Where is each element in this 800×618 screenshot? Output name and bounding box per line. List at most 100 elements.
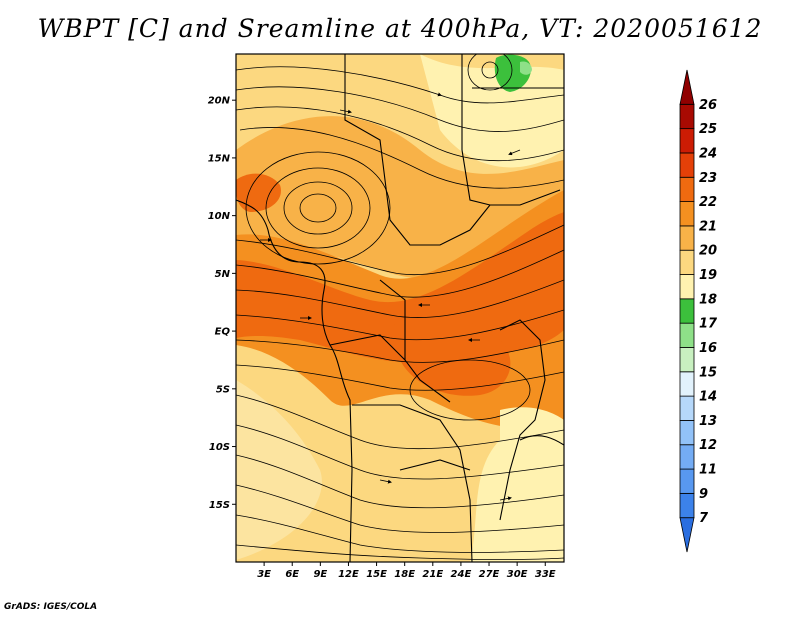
map-title: WBPT [C] and Sreamline at 400hPa, VT: 20… (37, 14, 763, 43)
field-23-24-east (394, 307, 511, 396)
colorbar-label: 20 (699, 244, 717, 259)
colorbar-swatch (679, 298, 695, 324)
lat-tick-label: 20N (208, 96, 231, 107)
colorbar-swatch (679, 444, 695, 470)
streamline (236, 544, 564, 560)
field-16-17-cell (520, 61, 532, 75)
streamline (236, 339, 564, 363)
lat-tick-label: 15N (208, 153, 231, 164)
colorbar-label: 22 (699, 195, 717, 210)
colorbar-swatch (679, 249, 695, 275)
streamline (236, 86, 564, 132)
colorbar-swatch-min (679, 517, 695, 553)
lon-tick-label: 24E (451, 569, 472, 580)
colorbar-label: 7 (699, 511, 709, 526)
streamline-arrow (508, 149, 521, 156)
streamline (236, 514, 564, 553)
streamline (236, 106, 564, 162)
colorbar-swatch (679, 371, 695, 397)
streamline (236, 279, 564, 318)
lon-tick-label: 18E (394, 569, 415, 580)
colorbar-swatch (679, 103, 695, 130)
streamline (236, 364, 564, 391)
colorbar-swatch (679, 176, 695, 202)
colorbar-label: 16 (699, 341, 717, 356)
lat-tick-label: EQ (215, 327, 231, 338)
field-23-24-west (236, 173, 281, 212)
field-19-20-northeast (420, 54, 564, 168)
wbpt-field (236, 54, 564, 562)
colorbar-label: 25 (699, 122, 717, 137)
lon-tick-label: 6E (285, 569, 299, 580)
border (352, 404, 473, 562)
west-coast (236, 199, 353, 562)
streamline (236, 424, 564, 480)
field-21-22-north (236, 116, 564, 281)
colorbar-label: 12 (699, 438, 717, 453)
border (519, 435, 564, 446)
colorbar-swatch (679, 492, 695, 519)
streamline-vortex (467, 54, 513, 91)
colorbar-label: 17 (699, 317, 718, 332)
lon-tick-label: 12E (338, 569, 359, 580)
colorbar-swatch (679, 395, 695, 421)
streamline-arrow (499, 496, 512, 501)
longitude-axis: 3E 6E 9E 12E 15E 18E 21E 24E 27E 30E 33E (257, 562, 556, 580)
colorbar-swatch (679, 225, 695, 251)
streamline (236, 484, 564, 533)
colorbar-swatch (679, 152, 695, 178)
border (499, 319, 546, 521)
colorbar-label: 9 (699, 487, 708, 502)
lat-tick-label: 5S (216, 384, 230, 395)
streamline (236, 224, 564, 276)
colorbar-swatch (679, 347, 695, 373)
streamline (236, 66, 564, 104)
colorbar-swatch (679, 322, 695, 348)
colorbar-label: 21 (699, 219, 717, 234)
lon-tick-label: 27E (479, 569, 500, 580)
border (344, 54, 491, 246)
latitude-axis: 20N 15N 10N 5N EQ 5S 10S 15S (208, 96, 236, 511)
field-19-20-southwest (236, 380, 322, 560)
lon-tick-label: 3E (257, 569, 271, 580)
colorbar-label: 23 (699, 171, 717, 186)
colorbar-label: 26 (699, 98, 717, 113)
streamline (236, 454, 564, 509)
lon-tick-label: 9E (313, 569, 327, 580)
lon-tick-label: 15E (366, 569, 387, 580)
streamlines (236, 54, 564, 560)
colorbar-label: 14 (699, 390, 717, 405)
streamline (236, 394, 564, 450)
streamline-vortex (299, 193, 337, 223)
streamline-vortex (409, 359, 531, 421)
colorbar-label: 13 (699, 414, 717, 429)
colorbar-label: 11 (699, 463, 717, 478)
lon-tick-label: 33E (535, 569, 556, 580)
colorbar-label: 18 (699, 292, 717, 307)
streamline-vortex (245, 151, 391, 265)
political-borders (236, 54, 564, 562)
border (329, 334, 406, 361)
lat-tick-label: 10N (208, 211, 231, 222)
streamline-vortex (265, 167, 371, 249)
colorbar-label: 19 (699, 268, 717, 283)
colorbar-label: 24 (699, 146, 717, 161)
grads-credit: GrADS: IGES/COLA (4, 602, 98, 612)
border (399, 459, 471, 471)
lat-tick-label: 15S (209, 500, 230, 511)
colorbar-swatch (679, 128, 695, 154)
lon-tick-label: 21E (422, 569, 443, 580)
lon-tick-label: 30E (507, 569, 528, 580)
field-19-20-southeast (470, 407, 564, 562)
streamline (239, 127, 564, 189)
streamline (236, 249, 564, 298)
lat-tick-label: 5N (215, 269, 231, 280)
colorbar: 7 9 11 12 13 14 15 16 17 18 19 20 21 22 23 24 25 26 (679, 69, 718, 553)
border (461, 54, 561, 206)
colorbar-swatch (679, 201, 695, 227)
streamline-arrow (379, 479, 392, 484)
colorbar-swatch-max (679, 69, 695, 105)
colorbar-swatch (679, 274, 695, 300)
colorbar-label: 15 (699, 365, 717, 380)
